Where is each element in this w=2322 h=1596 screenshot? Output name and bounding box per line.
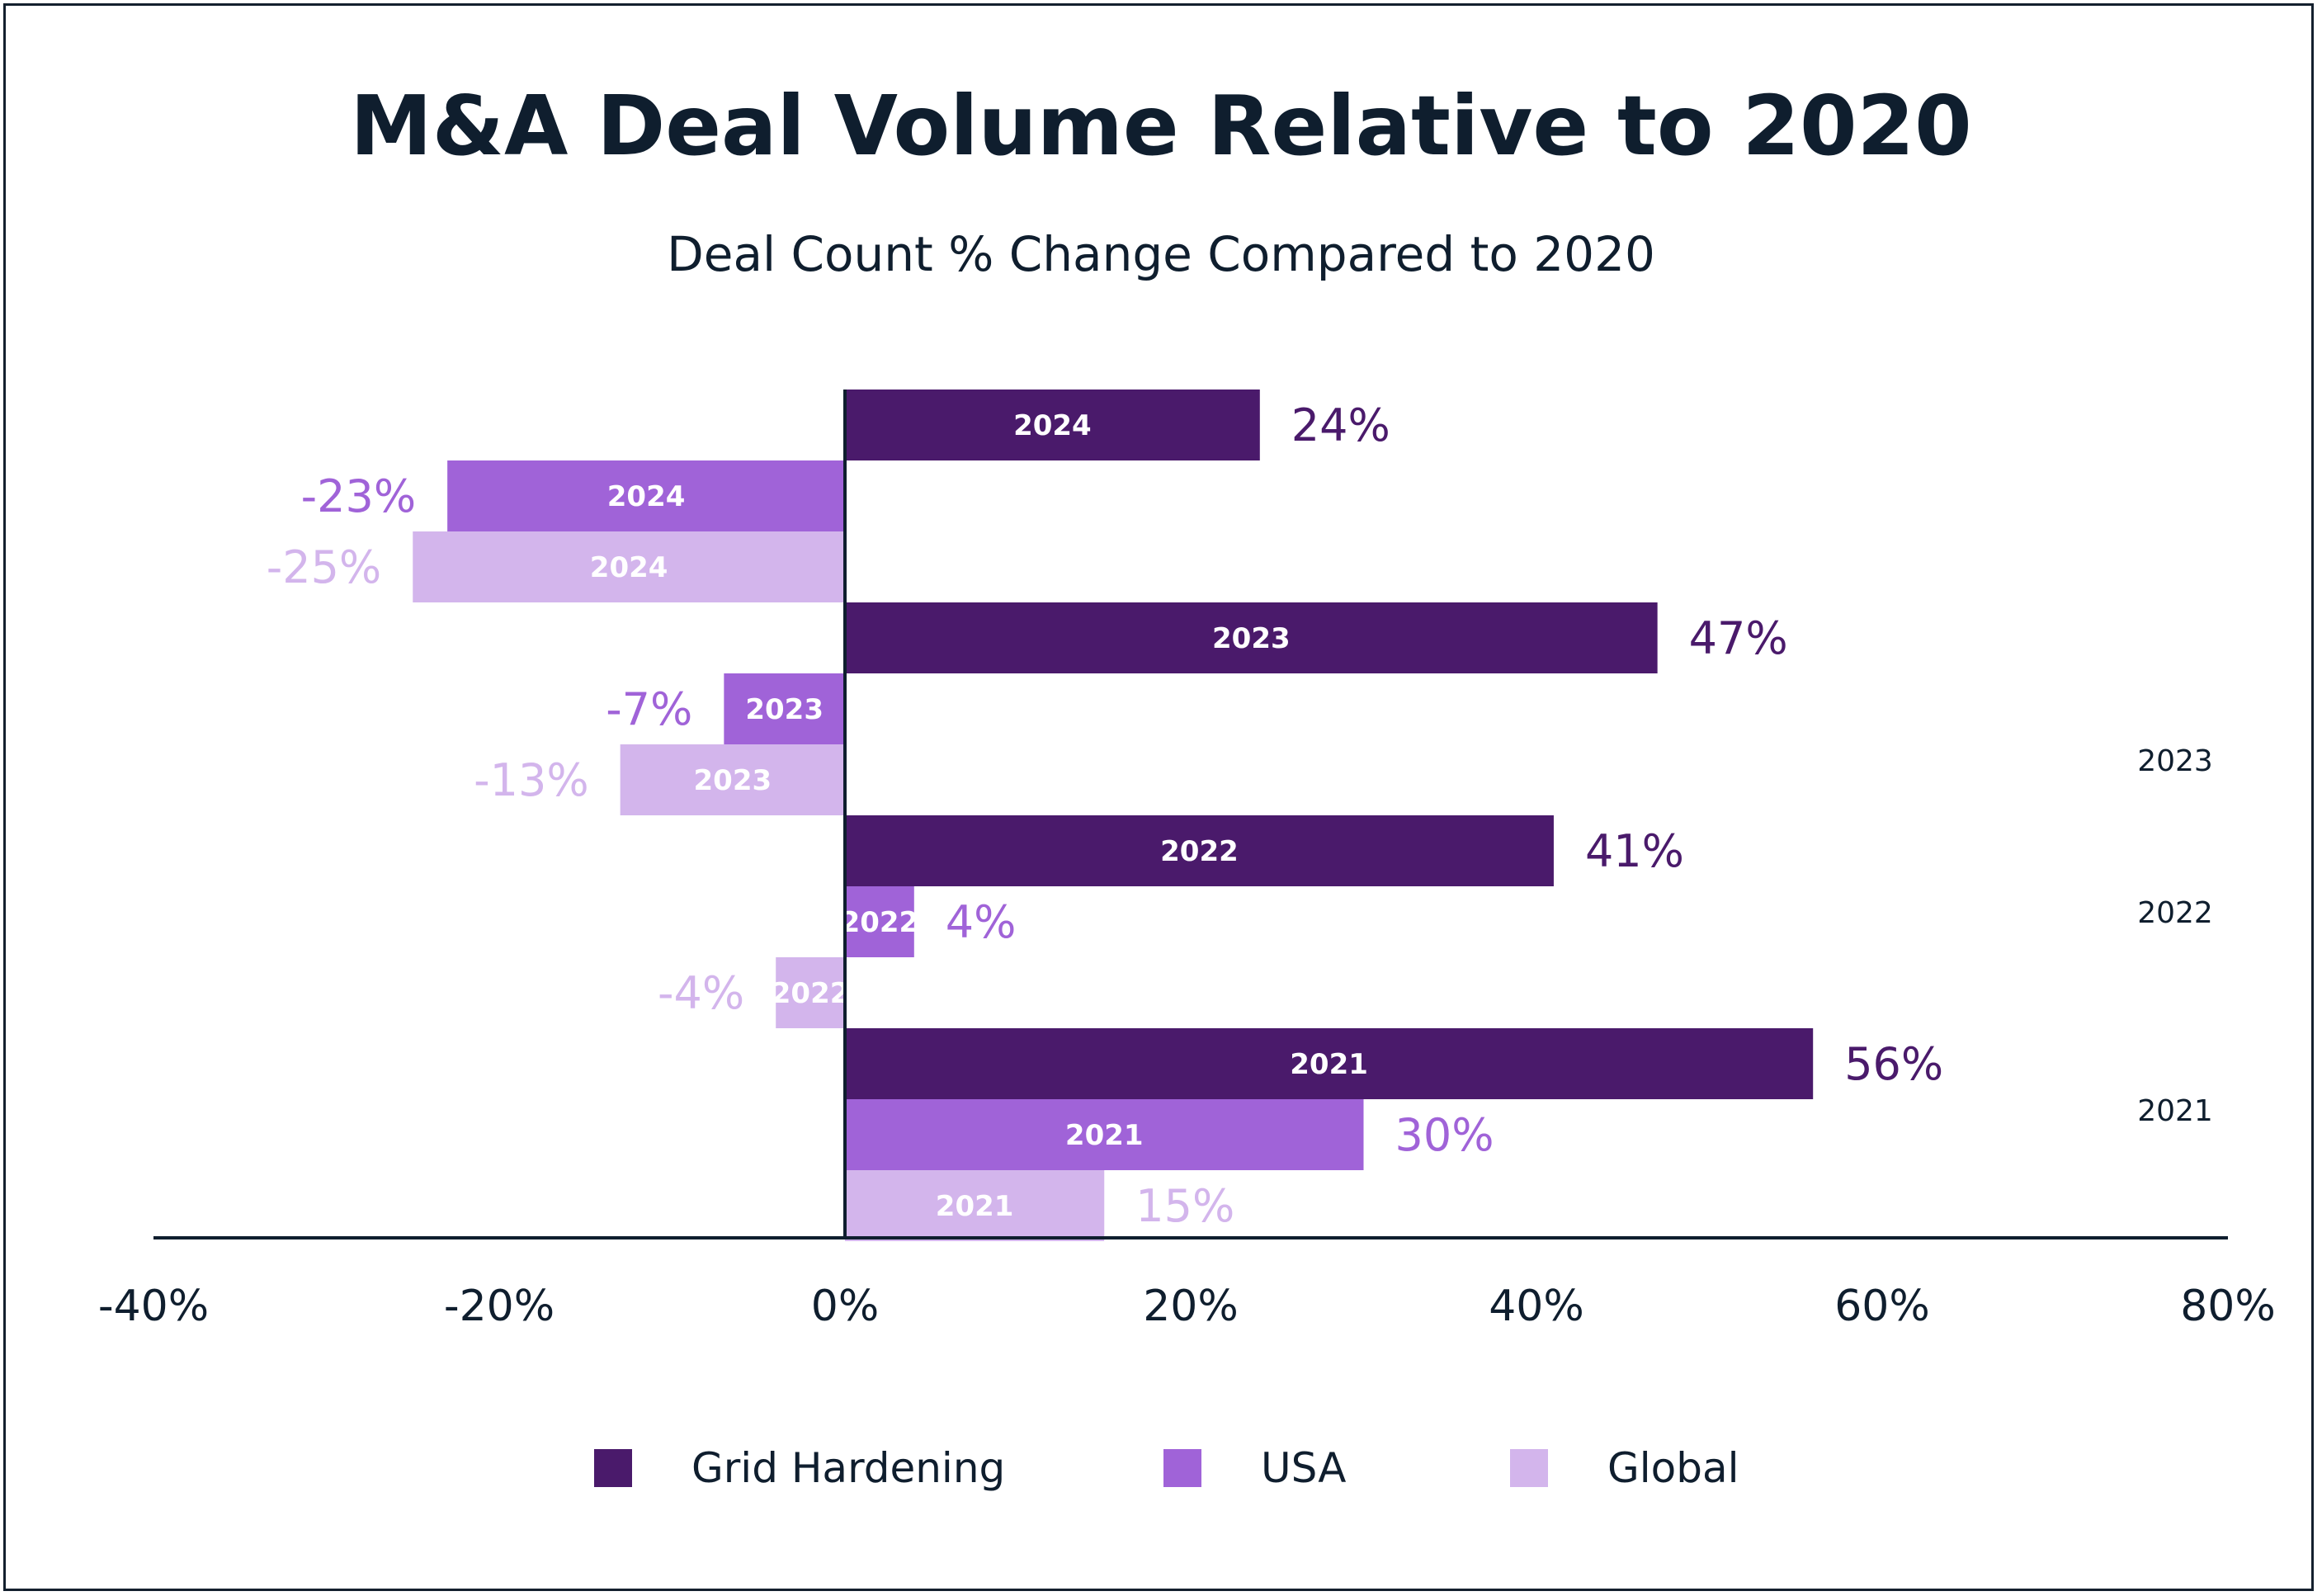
legend: Grid Hardening USA Global xyxy=(594,1444,1739,1492)
value-label: -4% xyxy=(658,967,744,1019)
value-label: -13% xyxy=(474,754,589,806)
bar-year-label: 2023 xyxy=(1212,622,1291,655)
value-label: -7% xyxy=(606,683,692,735)
extra-year-label: 2021 xyxy=(2137,1094,2213,1128)
value-label: 30% xyxy=(1395,1109,1494,1161)
bar-year-label: 2023 xyxy=(694,764,772,797)
bar-year-label: 2022 xyxy=(772,977,850,1010)
value-label: 24% xyxy=(1291,399,1390,451)
bar-year-label: 2022 xyxy=(1160,835,1239,868)
value-label: 56% xyxy=(1844,1038,1943,1090)
bar-year-label: 2022 xyxy=(841,906,919,939)
x-tick-label: 0% xyxy=(811,1282,880,1331)
value-label: 47% xyxy=(1689,612,1788,664)
bar-year-label: 2023 xyxy=(745,693,824,726)
x-tick-label: 60% xyxy=(1834,1282,1930,1331)
value-label: 41% xyxy=(1585,825,1684,877)
bar-usa-2023 xyxy=(724,673,845,744)
bar-usa-2021 xyxy=(845,1099,1364,1170)
bar-year-label: 2024 xyxy=(1013,409,1092,442)
x-tick-label: 40% xyxy=(1489,1282,1584,1331)
bar-global-2024 xyxy=(413,531,845,602)
extra-year-label: 2022 xyxy=(2137,896,2213,930)
legend-label: Global xyxy=(1607,1444,1739,1492)
bar-year-label: 2024 xyxy=(607,480,686,513)
legend-swatch xyxy=(1510,1449,1548,1487)
bar-global-2023 xyxy=(620,744,845,815)
extra-year-labels: 2023 2022 2021 xyxy=(2137,744,2213,1128)
legend-label: USA xyxy=(1261,1444,1346,1492)
x-tick-label: -20% xyxy=(444,1282,555,1331)
bar-grid-hardening-2024 xyxy=(845,390,1260,460)
chart-title: M&A Deal Volume Relative to 2020 xyxy=(350,78,1971,174)
bar-usa-2022 xyxy=(845,886,914,957)
bar-year-label: 2021 xyxy=(936,1190,1014,1223)
bar-grid-hardening-2023 xyxy=(845,602,1658,673)
bar-global-2021 xyxy=(845,1170,1105,1241)
bar-year-label: 2021 xyxy=(1290,1048,1368,1081)
x-tick-label: -40% xyxy=(98,1282,209,1331)
value-label: -23% xyxy=(301,470,417,522)
extra-year-label: 2023 xyxy=(2137,744,2213,778)
bars-layer: 2024 24%2024-23%2024-25%2023 47%2023-7%202… xyxy=(267,390,1943,1241)
bar-grid-hardening-2022 xyxy=(845,815,1554,886)
x-tick-label: 20% xyxy=(1143,1282,1239,1331)
chart-subtitle: Deal Count % Change Compared to 2020 xyxy=(667,226,1655,282)
bar-year-label: 2024 xyxy=(590,551,668,584)
x-tick-label: 80% xyxy=(2180,1282,2276,1331)
chart-frame xyxy=(3,3,2314,1591)
legend-swatch xyxy=(1163,1449,1201,1487)
x-tick-labels: -40% -20% 0% 20% 40% 60% 80% xyxy=(98,1282,2276,1331)
value-label: 15% xyxy=(1135,1180,1234,1232)
bar-global-2022 xyxy=(776,957,845,1028)
value-label: -25% xyxy=(267,541,382,593)
legend-swatch xyxy=(594,1449,632,1487)
legend-label: Grid Hardening xyxy=(691,1444,1005,1492)
bar-grid-hardening-2021 xyxy=(845,1028,1814,1099)
value-label: 4% xyxy=(946,896,1017,948)
bar-usa-2024 xyxy=(447,460,845,531)
bar-year-label: 2021 xyxy=(1065,1119,1144,1152)
